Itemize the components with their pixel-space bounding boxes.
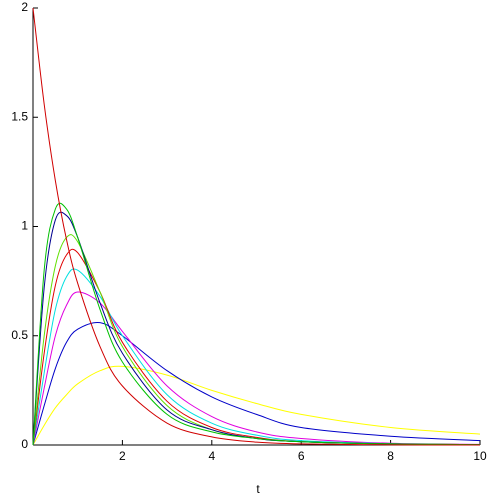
x-tick-label: 2 bbox=[119, 449, 126, 463]
x-tick-label: 10 bbox=[473, 449, 487, 463]
curve bbox=[32, 365, 481, 446]
curve bbox=[32, 268, 481, 446]
curve bbox=[32, 7, 481, 446]
x-tick-label: 6 bbox=[298, 449, 305, 463]
y-tick-label: 2 bbox=[21, 0, 28, 14]
y-tick-label: 0 bbox=[21, 437, 28, 451]
x-tick-label: 8 bbox=[387, 449, 394, 463]
x-tick-label: 4 bbox=[208, 449, 215, 463]
curve bbox=[32, 321, 481, 446]
curve bbox=[32, 211, 481, 446]
curve bbox=[32, 202, 481, 446]
y-tick-label: 1 bbox=[21, 219, 28, 233]
x-axis-label: t bbox=[256, 482, 260, 496]
y-tick-label: 0.5 bbox=[11, 328, 28, 342]
y-tick-label: 1.5 bbox=[11, 109, 28, 123]
curve bbox=[32, 234, 481, 446]
curve bbox=[32, 291, 481, 446]
